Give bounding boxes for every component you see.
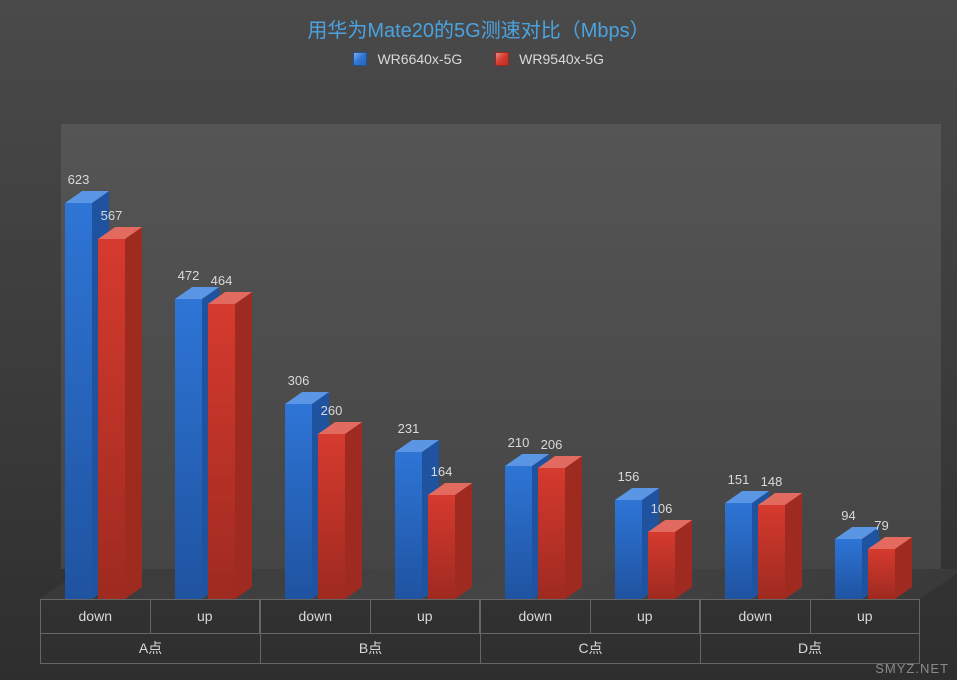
bar-s1: 210 bbox=[505, 466, 532, 600]
bar-s1: 306 bbox=[285, 404, 312, 599]
bar-s2: 148 bbox=[758, 505, 785, 599]
bar-s1: 156 bbox=[615, 500, 642, 599]
bar-s2: 79 bbox=[868, 549, 895, 599]
plot-area: 6235674724643062602311642102061561061511… bbox=[40, 92, 920, 664]
watermark: SMYZ.NET bbox=[875, 661, 949, 676]
bar-s2: 106 bbox=[648, 532, 675, 599]
bar-s2: 567 bbox=[98, 239, 125, 599]
bar-s2: 206 bbox=[538, 468, 565, 599]
bar-s1: 151 bbox=[725, 503, 752, 599]
x-category-label: A点 bbox=[40, 633, 260, 664]
bar-value-label: 79 bbox=[874, 518, 888, 533]
bars-region: 6235674724643062602311642102061561061511… bbox=[40, 119, 920, 599]
bar-value-label: 567 bbox=[101, 208, 123, 223]
x-category-label: D点 bbox=[700, 633, 920, 664]
bar-value-label: 210 bbox=[508, 435, 530, 450]
bar-s1: 472 bbox=[175, 299, 202, 599]
bar-value-label: 106 bbox=[651, 501, 673, 516]
bar-value-label: 206 bbox=[541, 437, 563, 452]
bar-value-label: 94 bbox=[841, 508, 855, 523]
bar-pair: 210206 bbox=[480, 119, 590, 599]
legend-label-2: WR9540x-5G bbox=[519, 51, 604, 67]
bar-s2: 164 bbox=[428, 495, 455, 599]
bar-value-label: 472 bbox=[178, 268, 200, 283]
bar-pair: 472464 bbox=[150, 119, 260, 599]
x-sub-label: down bbox=[260, 599, 370, 633]
legend: WR6640x-5G WR9540x-5G bbox=[0, 50, 957, 68]
bar-pair: 306260 bbox=[260, 119, 370, 599]
bar-pair: 151148 bbox=[700, 119, 810, 599]
x-sub-label: up bbox=[590, 599, 701, 633]
bar-value-label: 151 bbox=[728, 472, 750, 487]
bar-pair: 9479 bbox=[810, 119, 920, 599]
bar-s1: 94 bbox=[835, 539, 862, 599]
bar-pair: 231164 bbox=[370, 119, 480, 599]
bar-value-label: 164 bbox=[431, 464, 453, 479]
bar-value-label: 148 bbox=[761, 474, 783, 489]
bar-s2: 464 bbox=[208, 304, 235, 599]
bar-pair: 623567 bbox=[40, 119, 150, 599]
x-category-label: B点 bbox=[260, 633, 480, 664]
x-sub-label: up bbox=[150, 599, 261, 633]
x-sub-label: down bbox=[40, 599, 150, 633]
legend-swatch-1 bbox=[353, 52, 367, 66]
bar-value-label: 306 bbox=[288, 373, 310, 388]
bar-value-label: 231 bbox=[398, 421, 420, 436]
x-category-label: C点 bbox=[480, 633, 700, 664]
x-axis-labels: downupA点downupB点downupC点downupD点 bbox=[40, 599, 920, 664]
bar-s2: 260 bbox=[318, 434, 345, 599]
bar-s1: 623 bbox=[65, 203, 92, 599]
x-sub-label: down bbox=[700, 599, 810, 633]
chart-title: 用华为Mate20的5G测速对比（Mbps） bbox=[0, 14, 957, 43]
legend-item-1: WR6640x-5G bbox=[353, 50, 462, 68]
bar-value-label: 260 bbox=[321, 403, 343, 418]
x-sub-label: up bbox=[810, 599, 921, 633]
bar-s1: 231 bbox=[395, 452, 422, 599]
bar-value-label: 464 bbox=[211, 273, 233, 288]
bar-pair: 156106 bbox=[590, 119, 700, 599]
x-sub-label: down bbox=[480, 599, 590, 633]
chart-container: 用华为Mate20的5G测速对比（Mbps） WR6640x-5G WR9540… bbox=[0, 0, 957, 680]
x-sub-label: up bbox=[370, 599, 481, 633]
legend-swatch-2 bbox=[495, 52, 509, 66]
legend-item-2: WR9540x-5G bbox=[495, 50, 604, 68]
legend-label-1: WR6640x-5G bbox=[377, 51, 462, 67]
bar-value-label: 156 bbox=[618, 469, 640, 484]
bar-value-label: 623 bbox=[68, 172, 90, 187]
